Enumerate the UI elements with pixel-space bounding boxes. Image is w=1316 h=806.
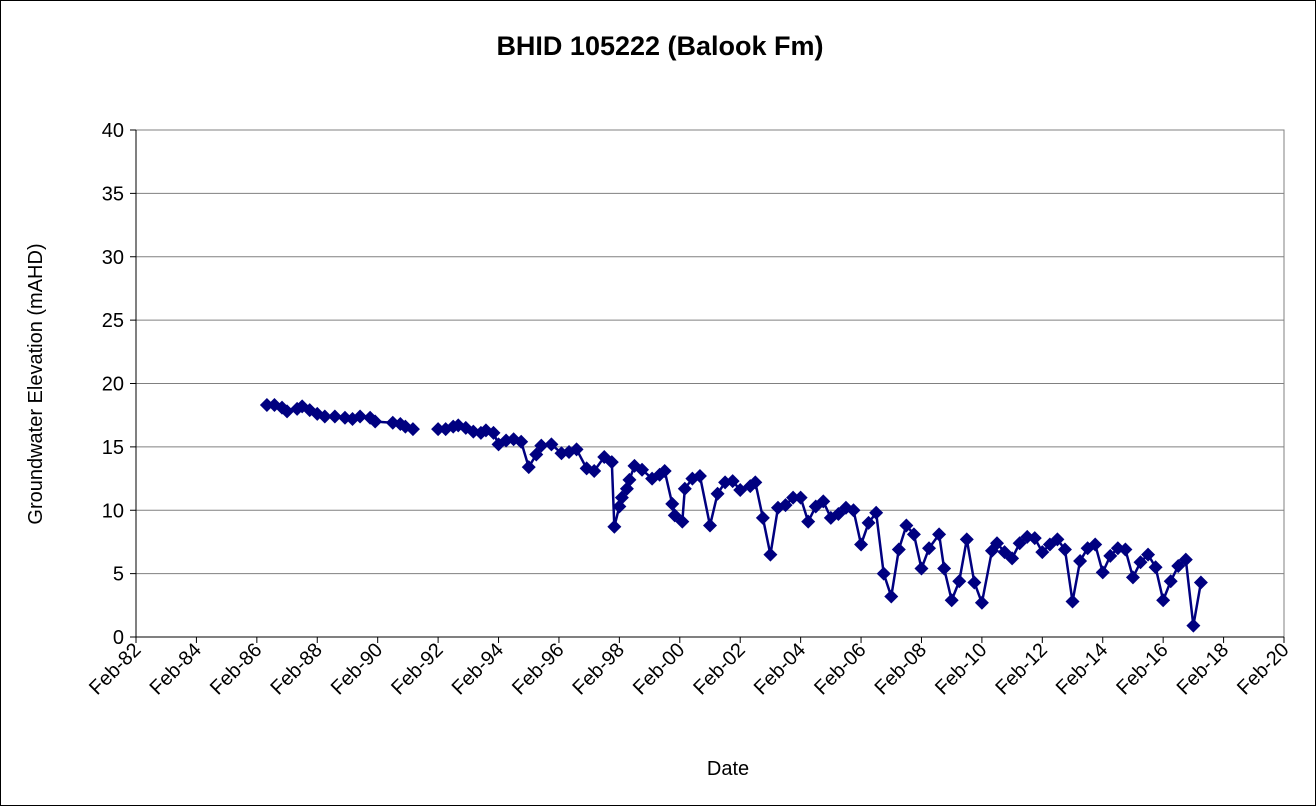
y-tick-label: 15 (102, 437, 124, 459)
data-marker (521, 460, 536, 475)
y-tick-label: 40 (102, 120, 124, 142)
data-marker (876, 566, 891, 581)
data-marker (1141, 547, 1156, 562)
data-marker (816, 494, 831, 509)
data-marker (861, 515, 876, 530)
data-marker (1050, 532, 1065, 547)
data-marker (353, 409, 368, 424)
data-marker (755, 510, 770, 525)
x-axis-label: Date (707, 758, 749, 780)
data-marker (1065, 594, 1080, 609)
data-marker (622, 472, 637, 487)
data-marker (1193, 575, 1208, 590)
data-marker (710, 486, 725, 501)
data-marker (1005, 551, 1020, 566)
data-marker (725, 474, 740, 489)
data-marker (544, 437, 559, 452)
data-marker (922, 541, 937, 556)
data-marker (675, 514, 690, 529)
data-marker (657, 463, 672, 478)
data-marker (801, 514, 816, 529)
data-marker (486, 425, 501, 440)
y-tick-label: 35 (102, 183, 124, 205)
data-marker (1073, 553, 1088, 568)
data-marker (1148, 560, 1163, 575)
data-marker (823, 510, 838, 525)
data-marker (838, 500, 853, 515)
data-marker (368, 414, 383, 429)
data-marker (514, 434, 529, 449)
data-marker (1186, 618, 1201, 633)
data-marker (967, 575, 982, 590)
data-marker (778, 498, 793, 513)
data-marker (1125, 570, 1140, 585)
data-marker (259, 398, 274, 413)
data-marker (1088, 537, 1103, 552)
data-marker (786, 490, 801, 505)
data-marker (635, 462, 650, 477)
data-marker (607, 519, 622, 534)
data-marker (884, 589, 899, 604)
data-marker (604, 455, 619, 470)
data-marker (280, 404, 295, 419)
data-marker (891, 542, 906, 557)
data-marker (906, 527, 921, 542)
y-tick-label: 10 (102, 500, 124, 522)
data-marker (974, 595, 989, 610)
data-marker (317, 409, 332, 424)
data-marker (959, 532, 974, 547)
data-marker (327, 409, 342, 424)
data-marker (1156, 593, 1171, 608)
data-marker (1095, 565, 1110, 580)
data-marker (763, 547, 778, 562)
y-tick-label: 5 (113, 564, 124, 586)
data-marker (1133, 555, 1148, 570)
y-tick-label: 20 (102, 374, 124, 396)
data-marker (677, 481, 692, 496)
y-tick-label: 25 (102, 310, 124, 332)
data-marker (405, 422, 420, 437)
data-marker (665, 496, 680, 511)
y-tick-label: 0 (113, 627, 124, 649)
data-marker (899, 518, 914, 533)
data-marker (937, 561, 952, 576)
data-marker (748, 475, 763, 490)
data-marker (952, 574, 967, 589)
data-marker (692, 469, 707, 484)
data-marker (854, 537, 869, 552)
data-marker (869, 505, 884, 520)
data-marker (914, 561, 929, 576)
data-marker (703, 518, 717, 533)
chart-title: BHID 105222 (Balook Fm) (496, 31, 823, 61)
y-tick-label: 30 (102, 247, 124, 269)
data-marker (1027, 531, 1042, 546)
data-marker (932, 527, 947, 542)
data-marker (1035, 545, 1050, 560)
data-marker (1178, 552, 1193, 567)
data-marker (1118, 542, 1133, 557)
data-marker (1163, 574, 1178, 589)
data-marker (1103, 548, 1118, 563)
data-marker (990, 536, 1004, 551)
data-marker (431, 422, 446, 437)
data-marker (587, 463, 602, 478)
data-marker (793, 490, 808, 505)
data-marker (944, 593, 959, 608)
data-marker (1057, 542, 1072, 557)
data-marker (846, 503, 861, 518)
data-marker (534, 438, 549, 453)
data-marker (569, 442, 584, 457)
y-axis-label: Groundwater Elevation (mAHD) (25, 243, 47, 524)
